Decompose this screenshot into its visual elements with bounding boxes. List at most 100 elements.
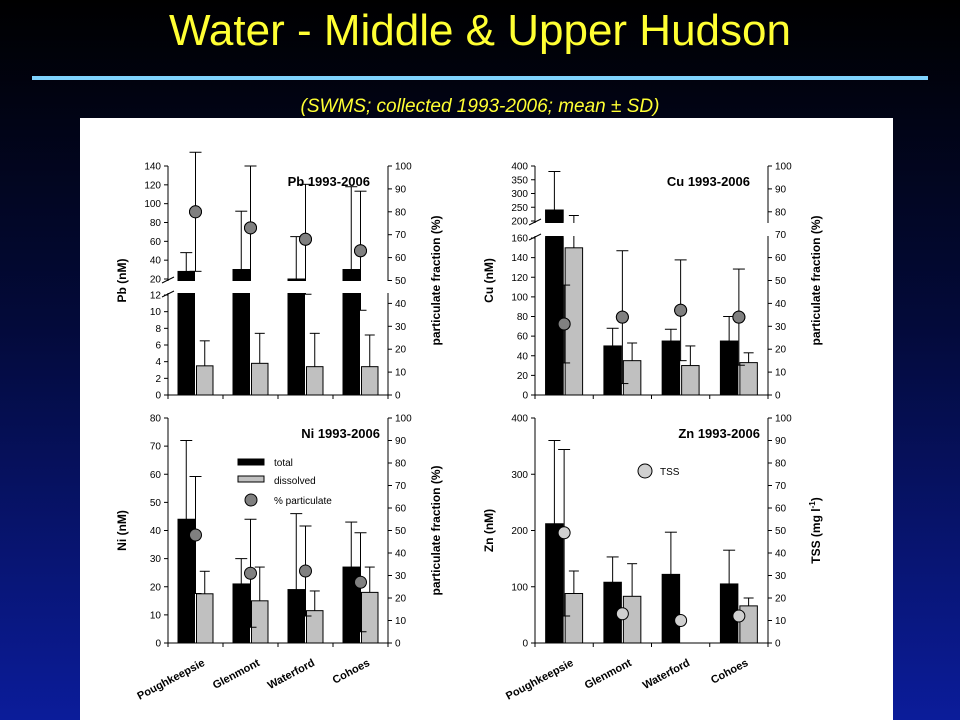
cu-y2label: particulate fraction (%) (809, 215, 823, 345)
zn-y2tick-label: 90 (775, 436, 787, 447)
pb-y2tick-label: 0 (395, 391, 401, 402)
pb-y2tick-label: 80 (395, 207, 407, 218)
slide-title: Water - Middle & Upper Hudson (169, 6, 791, 55)
zn-y2label-end: ) (809, 497, 823, 501)
zn-category-label: Poughkeepsie (504, 657, 575, 703)
cu-ytick-label: 120 (511, 273, 528, 284)
zn-ytick-label: 300 (511, 470, 528, 481)
pb-ytick-label: 140 (144, 162, 161, 173)
cu-y2tick-label: 50 (775, 276, 787, 287)
cu-y2tick-label: 10 (775, 368, 787, 379)
pb-ytick-label: 80 (150, 218, 162, 229)
zn-ytick-label: 0 (522, 639, 528, 650)
legend-particulate-swatch (244, 493, 258, 507)
pb-point (354, 244, 367, 258)
cu-total-bar-lower (545, 237, 564, 396)
ni-ytick-label: 40 (150, 526, 162, 537)
zn-total-bar (661, 573, 681, 644)
zn-category-label: Cohoes (709, 657, 750, 687)
ni-ytick-label: 20 (150, 582, 162, 593)
pb-ytick-label: 2 (155, 374, 161, 385)
ni-y2tick-label: 90 (395, 436, 407, 447)
cu-axis-break-mark (528, 218, 542, 226)
ni-total-bar (232, 583, 250, 644)
pb-y2tick-label: 10 (395, 368, 407, 379)
cu-y2tick-label: 90 (775, 184, 787, 195)
pb-total-bar-lower (287, 294, 305, 396)
ni-ytick-label: 30 (150, 554, 162, 565)
zn-ytick-label: 200 (511, 526, 528, 537)
cu-ytick-label: 60 (517, 332, 529, 343)
ni-y2label: particulate fraction (%) (429, 465, 443, 595)
cu-y2tick-label: 0 (775, 391, 781, 402)
pb-ytick-label: 40 (150, 256, 162, 267)
ni-y2tick-label: 50 (395, 526, 407, 537)
zn-category-label: Waterford (641, 657, 692, 692)
charts-svg: 0246810122040608010012014001020304050607… (115, 151, 823, 703)
cu-point (732, 310, 746, 324)
pb-point (189, 205, 202, 219)
pb-ytick-label: 0 (155, 391, 161, 402)
zn-ytick-label: 400 (511, 414, 528, 425)
pb-dissolved-bar (251, 362, 269, 396)
pb-y2tick-label: 20 (395, 345, 407, 356)
pb-ytick-label: 4 (155, 357, 161, 368)
pb-axis-break-mark (161, 276, 175, 284)
pb-point (244, 221, 257, 235)
cu-axis-break-mark (528, 233, 542, 241)
cu-ytick-label: 40 (517, 351, 529, 362)
pb-total-bar-upper (342, 269, 360, 280)
legend-dissolved-swatch (237, 475, 265, 483)
ni-total-bar (177, 518, 195, 644)
ni-ytick-label: 60 (150, 470, 162, 481)
cu-ytick-label: 80 (517, 312, 529, 323)
zn-y2tick-label: 50 (775, 526, 787, 537)
zn-point (557, 526, 571, 540)
cu-axis-break-gap (529, 223, 774, 236)
ni-y2tick-label: 40 (395, 549, 407, 560)
cu-y2tick-label: 100 (775, 162, 792, 173)
zn-y2tick-label: 100 (775, 414, 792, 425)
ni-y2tick-label: 60 (395, 504, 407, 515)
zn-point (674, 614, 688, 627)
pb-ytick-label: 6 (155, 341, 161, 352)
cu-ytick-label: 20 (517, 371, 529, 382)
pb-y2tick-label: 40 (395, 299, 407, 310)
cu-ytick-label: 140 (511, 253, 528, 264)
zn-y2tick-label: 40 (775, 549, 787, 560)
zn-total-bar (545, 523, 564, 644)
ni-y2tick-label: 100 (395, 414, 412, 425)
legend-tss-swatch (637, 463, 653, 479)
cu-dissolved-bar (622, 360, 642, 396)
cu-total-bar (719, 340, 739, 396)
cu-point (615, 310, 629, 324)
pb-y2label: particulate fraction (%) (429, 215, 443, 345)
cu-ytick-label: 400 (511, 162, 528, 173)
pb-ytick-label: 12 (150, 291, 162, 302)
cu-total-bar (603, 345, 622, 396)
cu-ytick-label: 250 (511, 203, 528, 214)
ni-category-label: Cohoes (331, 657, 372, 687)
cu-y2tick-label: 20 (775, 345, 787, 356)
zn-y2tick-label: 60 (775, 504, 787, 515)
ni-ytick-label: 70 (150, 442, 162, 453)
ni-y2tick-label: 30 (395, 571, 407, 582)
pb-ytick-label: 120 (144, 180, 161, 191)
pb-dissolved-bar (196, 365, 214, 396)
ni-y2tick-label: 0 (395, 639, 401, 650)
pb-ytick-label: 8 (155, 324, 161, 335)
ni-ytick-label: 80 (150, 414, 162, 425)
ni-y2tick-label: 70 (395, 481, 407, 492)
pb-dissolved-bar (306, 366, 324, 396)
ni-y2tick-label: 80 (395, 459, 407, 470)
legend-total-swatch (237, 458, 265, 466)
cu-total-bar (661, 340, 681, 396)
zn-y2label: TSS (mg l-1) (808, 497, 823, 563)
zn-y2tick-label: 30 (775, 571, 787, 582)
cu-ytick-label: 160 (511, 234, 528, 245)
cu-dissolved-bar (739, 362, 758, 396)
zn-ytick-label: 100 (511, 582, 528, 593)
title-underline (32, 76, 928, 80)
zn-y2tick-label: 10 (775, 616, 787, 627)
cu-dissolved-bar (681, 365, 700, 396)
